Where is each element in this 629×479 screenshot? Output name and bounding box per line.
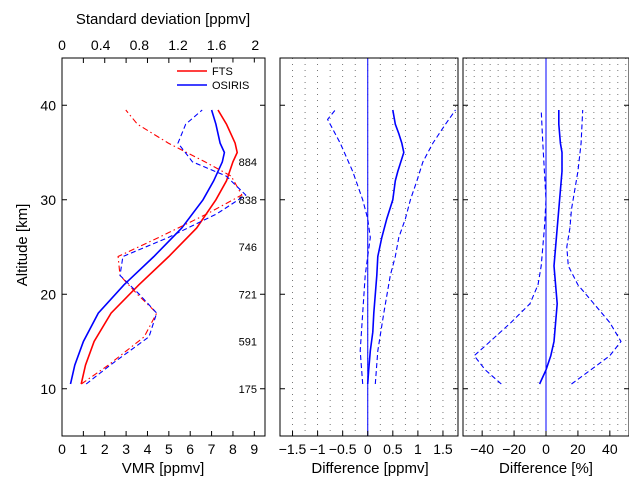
x-tick-label: 0 <box>542 441 550 457</box>
series-line-osiris-dashed <box>86 110 246 384</box>
vmr-axis-label: VMR [ppmv] <box>122 460 205 477</box>
top-tick-label: 0.4 <box>91 37 111 53</box>
top-axis-label: Standard deviation [ppmv] <box>76 11 250 28</box>
x-tick-label: 1.5 <box>433 441 453 457</box>
top-tick-label: 1.2 <box>168 37 188 53</box>
series-line-profile-solid <box>540 110 562 384</box>
difference-ppmv-axis-label: Difference [ppmv] <box>311 460 428 477</box>
x-tick-label: 0.5 <box>383 441 403 457</box>
x-tick-label: −1 <box>310 441 326 457</box>
profile-counts: 884 838 746 721 591 175 <box>239 157 257 396</box>
count-label: 746 <box>239 242 257 254</box>
x-tick-label: −0.5 <box>329 441 357 457</box>
legend-entry: FTS <box>212 66 233 78</box>
legend-entry: OSIRIS <box>212 80 249 92</box>
x-tick-label: −40 <box>470 441 494 457</box>
x-tick-label: 7 <box>208 441 216 457</box>
x-tick-label: −1.5 <box>279 441 307 457</box>
count-label: 721 <box>239 289 257 301</box>
x-tick-label: 3 <box>122 441 130 457</box>
top-tick-label: 0.8 <box>130 37 150 53</box>
x-tick-label: 1 <box>79 441 87 457</box>
x-tick-label: 5 <box>165 441 173 457</box>
top-tick-label: 2 <box>251 37 259 53</box>
y-tick-label: 10 <box>40 381 56 397</box>
y-tick-label: 40 <box>40 97 56 113</box>
series-line-profile-dashed <box>474 110 546 384</box>
count-label: 884 <box>239 157 257 169</box>
x-tick-label: 6 <box>186 441 194 457</box>
y-tick-label: 20 <box>40 286 56 302</box>
series-line-profile-dashed <box>567 110 621 384</box>
series-line-fts-solid <box>81 110 237 384</box>
x-tick-label: 20 <box>570 441 586 457</box>
count-label: 838 <box>239 195 257 207</box>
x-tick-label: 0 <box>364 441 372 457</box>
count-label: 175 <box>239 384 257 396</box>
difference-percent-panel: −40 −20 0 20 40 <box>463 58 629 457</box>
x-tick-label: 2 <box>101 441 109 457</box>
series-line-profile-dashed <box>328 110 371 384</box>
x-tick-label: −20 <box>502 441 526 457</box>
x-tick-label: 40 <box>602 441 618 457</box>
difference-ppmv-panel: −1.5 −1 −0.5 0 0.5 1 1.5 <box>279 58 458 457</box>
series-line-profile-dashed <box>375 110 455 384</box>
count-label: 591 <box>239 337 257 349</box>
top-tick-label: 0 <box>58 37 66 53</box>
top-tick-label: 1.6 <box>207 37 227 53</box>
vmr-panel: 0 1 2 3 4 5 6 7 8 90 0.4 0.8 1.2 1.6 210203040FTSOSIRI… <box>40 37 265 457</box>
altitude-axis-label: Altitude [km] <box>14 204 31 287</box>
legend: FTS OSIRIS <box>170 63 260 97</box>
x-tick-label: 0 <box>58 441 66 457</box>
x-tick-label: 8 <box>229 441 237 457</box>
difference-percent-axis-label: Difference [%] <box>499 460 593 477</box>
x-tick-label: 1 <box>414 441 422 457</box>
series-line-profile-solid <box>368 110 404 384</box>
x-tick-label: 9 <box>250 441 258 457</box>
y-tick-label: 30 <box>40 192 56 208</box>
series-line-fts-dashdot <box>81 110 242 384</box>
x-tick-label: 4 <box>144 441 152 457</box>
